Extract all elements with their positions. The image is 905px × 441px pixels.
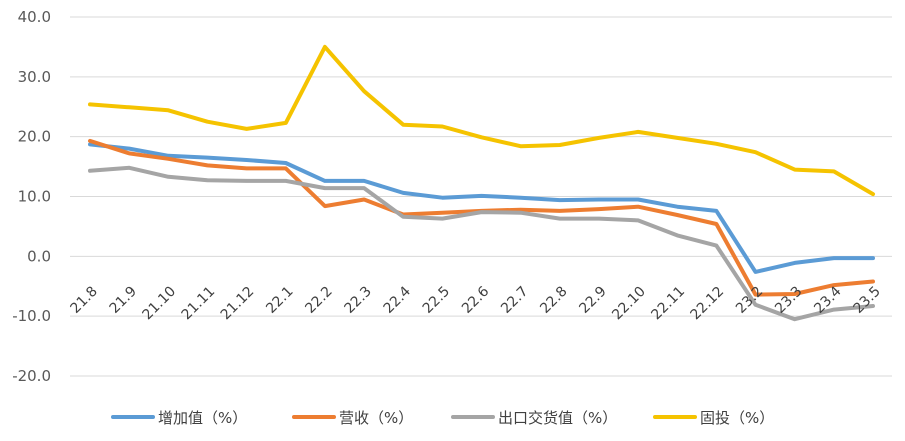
x-tick-label: 21.8 bbox=[67, 284, 100, 317]
x-tick-label: 21.11 bbox=[179, 284, 219, 324]
x-tick-label: 22.7 bbox=[498, 284, 531, 317]
legend-label: 营收（%） bbox=[339, 409, 413, 427]
y-tick-label: 40.0 bbox=[18, 8, 51, 26]
legend-label: 出口交货值（%） bbox=[498, 409, 617, 427]
x-tick-label: 22.4 bbox=[381, 283, 414, 316]
x-tick-label: 22.6 bbox=[459, 283, 492, 316]
x-axis-tick-labels: 21.8 21.9 21.10 21.11 21.12 22.1 22.2 22.3 22.4 2… bbox=[67, 283, 883, 323]
x-tick-label: 21.10 bbox=[139, 284, 179, 324]
y-tick-label: 30.0 bbox=[18, 68, 51, 86]
x-tick-label: 22.11 bbox=[648, 284, 688, 324]
x-tick-label: 23.3 bbox=[772, 284, 805, 317]
series-line-0 bbox=[88, 142, 875, 274]
legend-label: 增加值（%） bbox=[158, 409, 247, 427]
y-tick-label: -20.0 bbox=[12, 367, 51, 385]
x-tick-label: 23.5 bbox=[850, 284, 883, 317]
y-tick-label: 20.0 bbox=[18, 128, 51, 146]
legend: 增加值（%） 营收（%） 出口交货值（%） 固投（%） bbox=[111, 409, 774, 427]
y-axis-tick-labels: 40.0 30.0 20.0 10.0 0.0 -10.0 -20.0 bbox=[12, 8, 51, 385]
x-tick-label: 22.1 bbox=[263, 284, 296, 317]
x-tick-label: 22.8 bbox=[537, 284, 570, 317]
series-line-3 bbox=[88, 44, 875, 197]
x-tick-label: 22.10 bbox=[609, 284, 649, 324]
x-tick-label: 22.3 bbox=[342, 284, 375, 317]
x-tick-label: 23.2 bbox=[733, 284, 766, 317]
x-tick-label: 22.5 bbox=[420, 284, 453, 317]
x-tick-label: 21.9 bbox=[107, 284, 140, 317]
x-tick-label: 22.12 bbox=[688, 284, 728, 324]
x-tick-label: 22.9 bbox=[576, 284, 609, 317]
series-line-2 bbox=[88, 165, 875, 322]
legend-label: 固投（%） bbox=[700, 409, 774, 427]
x-tick-label: 22.2 bbox=[302, 284, 335, 317]
y-tick-label: -10.0 bbox=[12, 307, 51, 325]
y-tick-label: 0.0 bbox=[27, 247, 51, 265]
series-lines bbox=[88, 44, 875, 322]
y-tick-label: 10.0 bbox=[18, 188, 51, 206]
x-tick-label: 21.12 bbox=[218, 284, 258, 324]
